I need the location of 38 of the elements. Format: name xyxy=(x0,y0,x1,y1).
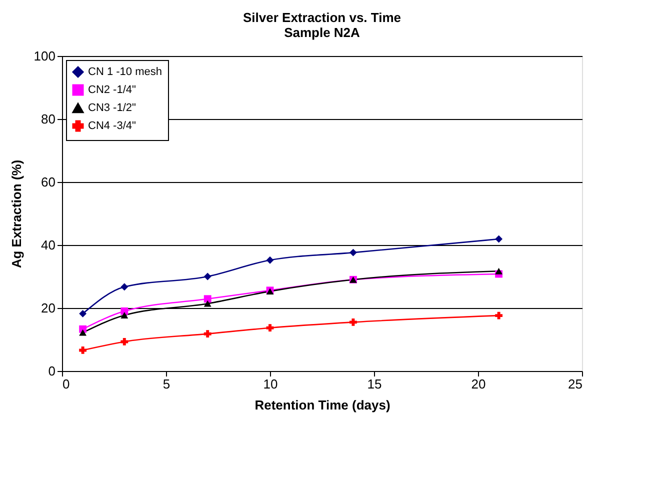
point xyxy=(495,312,503,320)
chart-title: Silver Extraction vs. Time xyxy=(243,10,401,25)
point xyxy=(495,235,503,243)
x-tick-label: 20 xyxy=(471,376,486,392)
point xyxy=(120,307,128,315)
point xyxy=(349,318,357,326)
y-tick-label: 40 xyxy=(41,238,56,252)
y-tick-label: 80 xyxy=(41,112,56,126)
point xyxy=(266,324,274,332)
y-tick-label: 60 xyxy=(41,174,56,190)
legend-label: CN3 -1/2" xyxy=(88,102,136,114)
point xyxy=(79,310,87,318)
x-tick-label: 25 xyxy=(568,376,582,392)
chart-subtitle: Sample N2A xyxy=(284,25,361,40)
point xyxy=(120,338,128,346)
legend-label: CN4 -3/4" xyxy=(88,120,136,132)
point xyxy=(495,268,503,274)
point xyxy=(266,256,274,264)
y-axis-title: Ag Extraction (%) xyxy=(8,160,24,268)
y-tick-label: 20 xyxy=(41,300,56,316)
x-axis-title: Retention Time (days) xyxy=(254,398,390,412)
x-tick-label: 10 xyxy=(263,376,278,392)
legend-label: CN 1 -10 mesh xyxy=(88,66,162,78)
point xyxy=(204,295,212,303)
point xyxy=(79,346,87,354)
y-tick-label: 100 xyxy=(34,48,56,64)
x-tick-label: 15 xyxy=(367,376,382,392)
point xyxy=(120,312,128,318)
point xyxy=(79,329,87,336)
point xyxy=(204,300,212,307)
point xyxy=(204,272,212,280)
x-tick-label: 5 xyxy=(162,376,170,392)
point xyxy=(349,248,357,256)
point xyxy=(120,283,128,291)
y-tick-label: 0 xyxy=(48,364,56,378)
point xyxy=(204,330,212,338)
legend-label: CN2 -1/4" xyxy=(88,84,136,96)
x-tick-label: 0 xyxy=(62,376,70,392)
